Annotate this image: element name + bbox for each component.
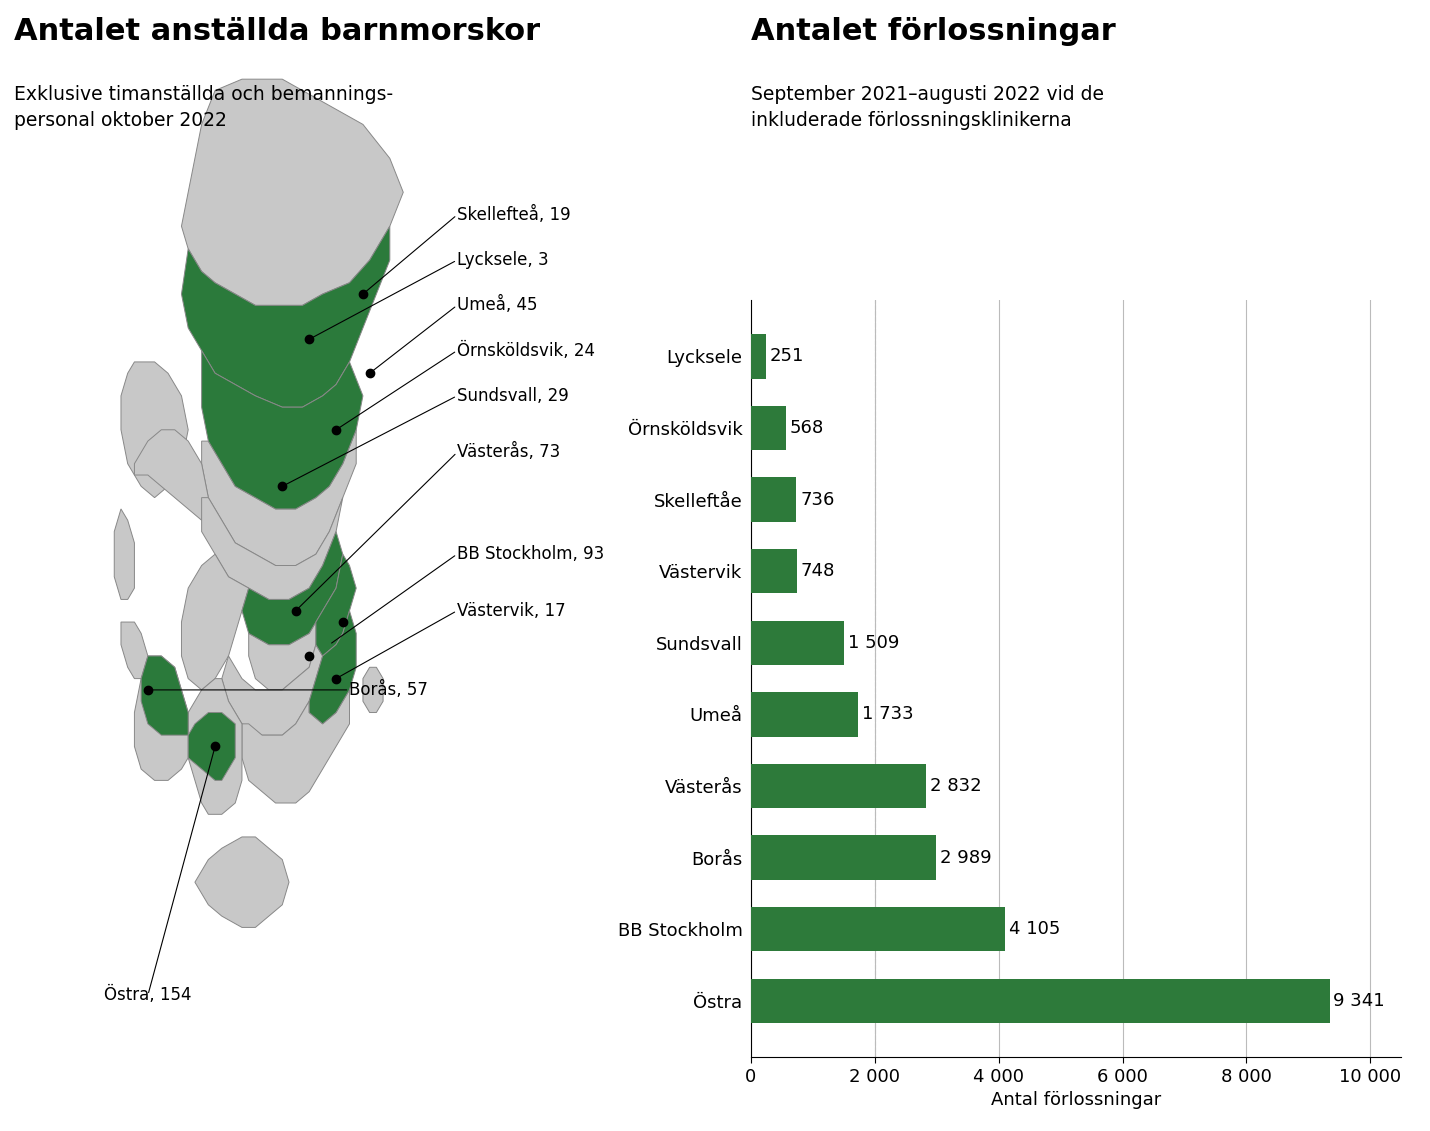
Text: Antalet anställda barnmorskor: Antalet anställda barnmorskor: [14, 17, 541, 46]
Text: Östra, 154: Östra, 154: [104, 986, 192, 1004]
Polygon shape: [309, 611, 356, 724]
Bar: [751, 549, 797, 594]
Text: Lycksele, 3: Lycksele, 3: [458, 251, 549, 269]
Text: Sundsvall, 29: Sundsvall, 29: [458, 387, 569, 405]
Polygon shape: [142, 656, 189, 735]
Text: Västervik, 17: Västervik, 17: [458, 602, 566, 620]
Polygon shape: [182, 554, 249, 690]
Text: Exklusive timanställda och bemannings-
personal oktober 2022: Exklusive timanställda och bemannings- p…: [14, 85, 393, 130]
Polygon shape: [222, 645, 323, 735]
Polygon shape: [194, 837, 289, 927]
Polygon shape: [134, 656, 189, 780]
Text: 4 105: 4 105: [1008, 921, 1060, 939]
Text: Västerås, 73: Västerås, 73: [458, 443, 561, 461]
Bar: [751, 978, 1330, 1024]
Polygon shape: [242, 690, 349, 803]
Polygon shape: [122, 362, 189, 498]
Text: BB Stockholm, 93: BB Stockholm, 93: [458, 545, 605, 563]
Polygon shape: [114, 509, 134, 599]
Text: Umeå, 45: Umeå, 45: [458, 296, 538, 314]
Polygon shape: [122, 622, 147, 679]
Text: 9 341: 9 341: [1333, 992, 1384, 1010]
Text: 568: 568: [789, 418, 824, 437]
Bar: [751, 477, 797, 521]
Bar: [751, 692, 858, 736]
Polygon shape: [316, 554, 356, 656]
Polygon shape: [202, 351, 363, 509]
Text: Skellefteå, 19: Skellefteå, 19: [458, 206, 571, 224]
Polygon shape: [202, 430, 356, 566]
Polygon shape: [202, 498, 343, 599]
Polygon shape: [182, 226, 390, 407]
X-axis label: Antal förlossningar: Antal förlossningar: [991, 1091, 1161, 1110]
Bar: [751, 406, 786, 450]
Text: Borås, 57: Borås, 57: [349, 681, 429, 699]
Bar: [751, 907, 1005, 951]
Polygon shape: [249, 611, 323, 690]
Text: 2 989: 2 989: [940, 848, 991, 866]
Bar: [751, 763, 927, 809]
Text: 1 733: 1 733: [862, 706, 914, 724]
Polygon shape: [242, 532, 343, 645]
Text: 736: 736: [799, 491, 835, 509]
Text: Antalet förlossningar: Antalet förlossningar: [751, 17, 1115, 46]
Polygon shape: [134, 430, 209, 520]
Polygon shape: [182, 679, 242, 814]
Polygon shape: [363, 667, 383, 713]
Text: 748: 748: [801, 562, 835, 580]
Bar: [751, 836, 937, 880]
Polygon shape: [182, 79, 403, 305]
Text: September 2021–augusti 2022 vid de
inkluderade förlossningsklinikerna: September 2021–augusti 2022 vid de inklu…: [751, 85, 1104, 130]
Bar: [751, 334, 766, 379]
Text: 2 832: 2 832: [930, 777, 981, 795]
Text: Örnsköldsvik, 24: Örnsköldsvik, 24: [458, 342, 595, 360]
Bar: [751, 621, 844, 665]
Polygon shape: [189, 713, 235, 780]
Text: 1 509: 1 509: [848, 633, 899, 651]
Text: 251: 251: [769, 347, 805, 365]
